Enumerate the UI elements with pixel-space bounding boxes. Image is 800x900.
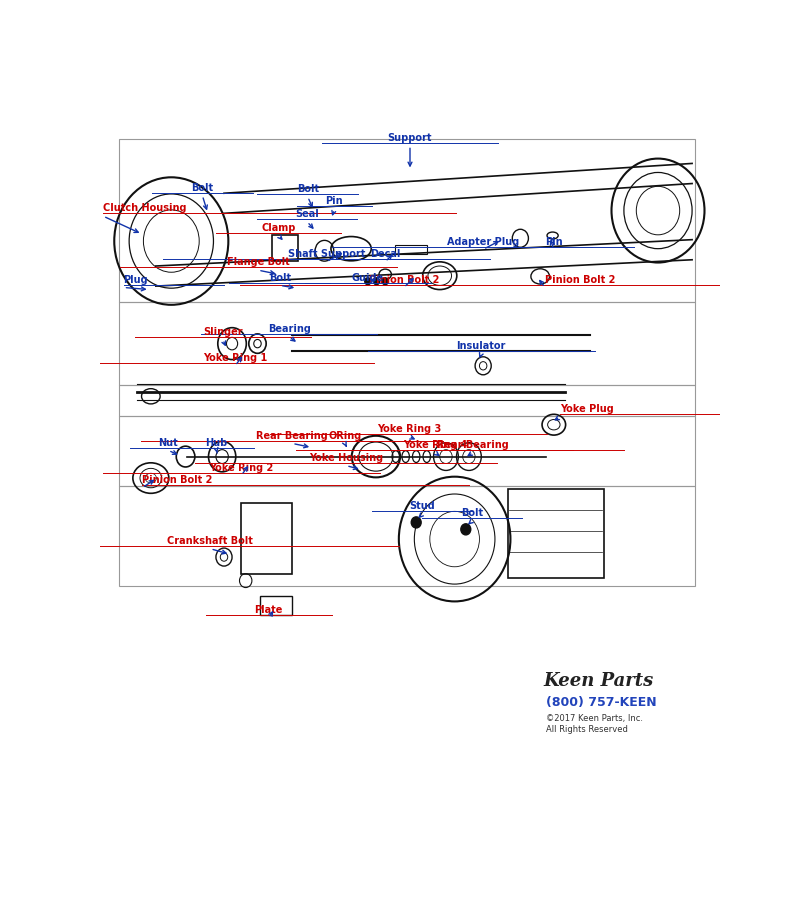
- Bar: [395, 245, 427, 254]
- Text: Yoke Ring 1: Yoke Ring 1: [203, 353, 267, 363]
- Text: Decal: Decal: [370, 249, 400, 259]
- Circle shape: [411, 517, 421, 528]
- Bar: [118, 302, 695, 385]
- Text: Slinger: Slinger: [203, 327, 242, 337]
- Text: Bolt: Bolt: [297, 184, 318, 194]
- Text: Bearing: Bearing: [268, 324, 310, 334]
- Circle shape: [461, 524, 470, 535]
- Text: Nut: Nut: [158, 437, 178, 447]
- Text: Flange Bolt: Flange Bolt: [226, 257, 290, 267]
- Bar: [118, 140, 695, 302]
- Text: Guide: Guide: [352, 273, 384, 283]
- Text: Clamp: Clamp: [262, 222, 296, 233]
- Text: (800) 757-KEEN: (800) 757-KEEN: [546, 696, 657, 709]
- Text: Yoke Plug: Yoke Plug: [560, 404, 614, 414]
- Text: Stud: Stud: [410, 501, 435, 511]
- Text: Bolt: Bolt: [191, 183, 214, 193]
- Text: Plate: Plate: [254, 606, 283, 616]
- Text: ©2017 Keen Parts, Inc.
All Rights Reserved: ©2017 Keen Parts, Inc. All Rights Reserv…: [546, 715, 643, 733]
- Text: Plug: Plug: [123, 274, 148, 284]
- Text: Pinion Bolt 2: Pinion Bolt 2: [142, 475, 213, 485]
- Text: Pinion Bolt 2: Pinion Bolt 2: [545, 274, 615, 284]
- Text: Pin: Pin: [326, 196, 343, 206]
- Bar: [118, 417, 695, 486]
- Bar: [508, 490, 604, 578]
- Text: Keen Parts: Keen Parts: [543, 672, 654, 690]
- Text: Shaft Support: Shaft Support: [288, 249, 365, 259]
- Bar: [118, 486, 695, 586]
- Text: Yoke Ring 2: Yoke Ring 2: [210, 463, 274, 473]
- Text: Yoke Ring 4: Yoke Ring 4: [402, 439, 467, 450]
- Text: Seal: Seal: [295, 209, 319, 219]
- Text: Support: Support: [388, 132, 432, 142]
- Text: Adapter Plug: Adapter Plug: [447, 237, 519, 247]
- Circle shape: [365, 278, 371, 284]
- Text: Clutch Housing: Clutch Housing: [103, 203, 186, 213]
- Text: Yoke Ring 3: Yoke Ring 3: [377, 424, 441, 434]
- Circle shape: [374, 278, 380, 284]
- Text: Pin: Pin: [545, 237, 562, 247]
- Bar: [118, 385, 695, 417]
- Text: Hub: Hub: [206, 437, 228, 447]
- Text: Rear Bearing: Rear Bearing: [256, 430, 328, 441]
- Bar: [272, 235, 298, 261]
- Bar: [260, 596, 292, 616]
- Text: Rear Bearing: Rear Bearing: [438, 439, 509, 450]
- Circle shape: [382, 278, 388, 284]
- Text: ORing: ORing: [328, 430, 362, 441]
- Text: Pinion Bolt 2: Pinion Bolt 2: [369, 274, 439, 284]
- Text: Insulator: Insulator: [457, 340, 506, 351]
- Text: Crankshaft Bolt: Crankshaft Bolt: [167, 536, 254, 546]
- Bar: [242, 503, 292, 573]
- Text: Bolt: Bolt: [269, 273, 291, 283]
- Text: Yoke Housing: Yoke Housing: [309, 453, 383, 463]
- Text: Bolt: Bolt: [461, 508, 483, 518]
